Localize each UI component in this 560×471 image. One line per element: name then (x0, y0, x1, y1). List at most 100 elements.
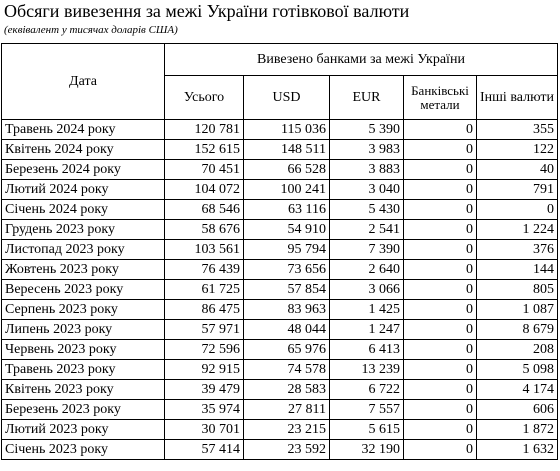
row-date: Травень 2023 року (1, 359, 165, 380)
row-eur: 6 722 (329, 379, 404, 400)
row-eur: 7 390 (329, 239, 404, 260)
row-other-currencies: 208 (476, 339, 558, 360)
row-date: Лютий 2023 року (1, 419, 165, 440)
row-bank-metals: 0 (403, 239, 477, 260)
row-date: Лютий 2024 року (1, 179, 165, 200)
table-row: Січень 2023 року 57 414 23 592 32 190 0 1 632 (1, 439, 558, 460)
row-other-currencies: 8 679 (476, 319, 558, 340)
row-date: Червень 2023 року (1, 339, 165, 360)
row-eur: 2 541 (329, 219, 404, 240)
row-bank-metals: 0 (403, 359, 477, 380)
table-row: Березень 2023 року 35 974 27 811 7 557 0 606 (1, 399, 558, 420)
row-usd: 74 578 (243, 359, 330, 380)
row-date: Грудень 2023 року (1, 219, 165, 240)
row-bank-metals: 0 (403, 299, 477, 320)
page-title: Обсяги вивезення за межі України готівко… (4, 1, 410, 21)
column-header-total: Усього (164, 75, 244, 120)
row-usd: 148 511 (243, 139, 330, 160)
row-other-currencies: 376 (476, 239, 558, 260)
row-eur: 3 983 (329, 139, 404, 160)
currency-export-table: Дата Вивезено банками за межі України Ус… (1, 43, 558, 460)
row-usd: 48 044 (243, 319, 330, 340)
row-bank-metals: 0 (403, 219, 477, 240)
row-other-currencies: 606 (476, 399, 558, 420)
row-other-currencies: 355 (476, 119, 558, 140)
row-usd: 115 036 (243, 119, 330, 140)
table-row: Жовтень 2023 року 76 439 73 656 2 640 0 144 (1, 259, 558, 280)
row-usd: 95 794 (243, 239, 330, 260)
row-bank-metals: 0 (403, 419, 477, 440)
row-eur: 13 239 (329, 359, 404, 380)
row-total: 120 781 (164, 119, 244, 140)
row-bank-metals: 0 (403, 259, 477, 280)
row-other-currencies: 122 (476, 139, 558, 160)
column-header-bank-metals: Банківські метали (403, 75, 477, 120)
table-row: Червень 2023 року 72 596 65 976 6 413 0 208 (1, 339, 558, 360)
row-date: Березень 2023 року (1, 399, 165, 420)
row-total: 57 414 (164, 439, 244, 460)
table-row: Лютий 2024 року 104 072 100 241 3 040 0 791 (1, 179, 558, 200)
row-usd: 23 215 (243, 419, 330, 440)
row-other-currencies: 1 632 (476, 439, 558, 460)
row-date: Січень 2023 року (1, 439, 165, 460)
row-other-currencies: 144 (476, 259, 558, 280)
row-bank-metals: 0 (403, 319, 477, 340)
table-row: Січень 2024 року 68 546 63 116 5 430 0 0 (1, 199, 558, 220)
table-body: Травень 2024 року 120 781 115 036 5 390 0 355… (1, 119, 558, 460)
row-total: 72 596 (164, 339, 244, 360)
row-total: 39 479 (164, 379, 244, 400)
row-bank-metals: 0 (403, 339, 477, 360)
table-row: Вересень 2023 року 61 725 57 854 3 066 0 805 (1, 279, 558, 300)
row-total: 61 725 (164, 279, 244, 300)
exported-by-banks-header: Вивезено банками за межі України (164, 43, 558, 76)
row-eur: 5 615 (329, 419, 404, 440)
row-total: 70 451 (164, 159, 244, 180)
table-row: Липень 2023 року 57 971 48 044 1 247 0 8 679 (1, 319, 558, 340)
row-usd: 73 656 (243, 259, 330, 280)
row-total: 103 561 (164, 239, 244, 260)
table-row: Лютий 2023 року 30 701 23 215 5 615 0 1 872 (1, 419, 558, 440)
row-eur: 1 247 (329, 319, 404, 340)
row-usd: 57 854 (243, 279, 330, 300)
row-total: 92 915 (164, 359, 244, 380)
row-usd: 23 592 (243, 439, 330, 460)
table-row: Травень 2024 року 120 781 115 036 5 390 0 355 (1, 119, 558, 140)
table-row: Грудень 2023 року 58 676 54 910 2 541 0 1 224 (1, 219, 558, 240)
row-other-currencies: 5 098 (476, 359, 558, 380)
date-column-header: Дата (1, 43, 165, 120)
row-date: Листопад 2023 року (1, 239, 165, 260)
row-total: 86 475 (164, 299, 244, 320)
row-bank-metals: 0 (403, 159, 477, 180)
row-usd: 28 583 (243, 379, 330, 400)
row-date: Січень 2024 року (1, 199, 165, 220)
table-row: Квітень 2023 року 39 479 28 583 6 722 0 4 174 (1, 379, 558, 400)
row-bank-metals: 0 (403, 439, 477, 460)
row-other-currencies: 791 (476, 179, 558, 200)
row-bank-metals: 0 (403, 199, 477, 220)
row-eur: 2 640 (329, 259, 404, 280)
row-total: 30 701 (164, 419, 244, 440)
row-usd: 83 963 (243, 299, 330, 320)
row-total: 68 546 (164, 199, 244, 220)
row-date: Квітень 2024 року (1, 139, 165, 160)
row-other-currencies: 4 174 (476, 379, 558, 400)
row-total: 104 072 (164, 179, 244, 200)
row-eur: 5 430 (329, 199, 404, 220)
row-usd: 100 241 (243, 179, 330, 200)
row-eur: 32 190 (329, 439, 404, 460)
row-total: 58 676 (164, 219, 244, 240)
table-row: Травень 2023 року 92 915 74 578 13 239 0 5 09… (1, 359, 558, 380)
row-total: 57 971 (164, 319, 244, 340)
row-other-currencies: 0 (476, 199, 558, 220)
row-bank-metals: 0 (403, 399, 477, 420)
row-eur: 3 040 (329, 179, 404, 200)
row-bank-metals: 0 (403, 179, 477, 200)
row-date: Травень 2024 року (1, 119, 165, 140)
row-other-currencies: 40 (476, 159, 558, 180)
column-header-other-currencies: Інші валюти (476, 75, 558, 120)
row-date: Липень 2023 року (1, 319, 165, 340)
row-usd: 65 976 (243, 339, 330, 360)
page-subtitle: (еквівалент у тисячах доларів США) (4, 24, 178, 36)
row-bank-metals: 0 (403, 119, 477, 140)
row-eur: 7 557 (329, 399, 404, 420)
